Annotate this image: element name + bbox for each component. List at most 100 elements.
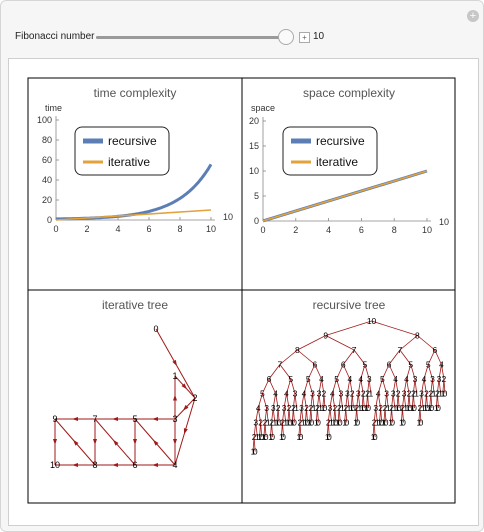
x-tick-label: 0: [53, 224, 58, 234]
tree-node-label: 0: [443, 389, 448, 399]
legend-label: iterative: [316, 155, 358, 169]
y-tick-label: 20: [249, 116, 259, 126]
tree-node-label: 4: [256, 403, 261, 413]
y-tick-label: 15: [249, 141, 259, 151]
edge-arrow: [173, 395, 177, 401]
tree-node-label: 3: [293, 389, 298, 399]
tree-node-label: 5: [426, 360, 431, 370]
tree-node-label: 7: [352, 345, 357, 355]
tree-node-label: 3: [338, 389, 343, 399]
tree-node-label: 0: [366, 403, 371, 413]
x-tick-label: 8: [177, 224, 182, 234]
tree-node-label: 8: [295, 345, 300, 355]
time-complexity-chart: time complexity time 10 0 2 4 6 8 100 20 40 60 80…: [37, 86, 233, 234]
edge-arrow: [184, 428, 188, 434]
y-axis-label: space: [251, 103, 275, 113]
tree-node-label: 0: [316, 418, 321, 428]
tree-node-label: 6: [341, 360, 346, 370]
legend-label: recursive: [108, 134, 157, 148]
x-tick-label: 2: [84, 224, 89, 234]
tree-node-label: 0: [299, 432, 304, 442]
x-tick-label: 4: [115, 224, 120, 234]
tree-node-label: 4: [376, 389, 381, 399]
slider-knob[interactable]: [278, 29, 294, 45]
tree-node-label: 6: [132, 460, 137, 470]
tree-node-label: 2: [322, 389, 327, 399]
tree-node-label: 7: [278, 360, 283, 370]
tree-node-label: 4: [404, 374, 409, 384]
y-tick-label: 100: [37, 115, 52, 125]
output-area: time complexity time 10 0 2 4 6 8 10 0 20 40 60 80…: [8, 58, 479, 526]
tree-node-label: 6: [267, 374, 272, 384]
tree-node-label: 3: [264, 403, 269, 413]
chart-title: time complexity: [94, 86, 177, 100]
tree-node-label: 5: [334, 374, 339, 384]
x-tick-label: 6: [146, 224, 151, 234]
tree-node-label: 0: [436, 403, 441, 413]
edge-arrow: [172, 360, 177, 366]
tree-node-label: 4: [422, 374, 427, 384]
tree-node-label: 0: [292, 418, 297, 428]
series-iterative: [56, 210, 211, 220]
fibonacci-number-label: Fibonacci number: [15, 31, 94, 42]
slider-expand-icon[interactable]: +: [299, 32, 310, 43]
y-axis-label: time: [45, 103, 62, 113]
y-tick-label: 40: [42, 175, 52, 185]
tree-node-label: 2: [350, 389, 355, 399]
y-tick-label: 5: [254, 191, 259, 201]
edge-arrow: [173, 439, 177, 445]
edge-arrow: [152, 463, 158, 467]
y-tick-label: 20: [42, 195, 52, 205]
series-iterative: [263, 171, 427, 221]
tree-node-label: 4: [347, 374, 352, 384]
tree-node-label: 4: [319, 374, 324, 384]
tree-node-label: 3: [310, 389, 315, 399]
tree-node-label: 1: [368, 389, 373, 399]
tree-node-label: 6: [432, 345, 437, 355]
tree-node-label: 3: [430, 374, 435, 384]
recursive-tree-graph: recursive tree 1098765432101210321014321…: [251, 298, 448, 457]
tree-node-label: 4: [439, 360, 444, 370]
tree-edge: [297, 336, 325, 351]
tree-node-label: 4: [273, 389, 278, 399]
y-tick-label: 0: [47, 215, 52, 225]
edge-arrow: [112, 463, 118, 467]
tree-node-label: 9: [52, 414, 57, 424]
tree-node-label: 0: [373, 432, 378, 442]
tree-node-label: 0: [390, 418, 395, 428]
legend-label: recursive: [316, 134, 365, 148]
tree-node-label: 10: [367, 316, 377, 326]
tree-node-label: 0: [355, 418, 360, 428]
tree-node-label: 3: [413, 374, 418, 384]
graph-title: iterative tree: [102, 298, 168, 312]
y-tick-label: 0: [254, 216, 259, 226]
tree-node-label: 5: [380, 374, 385, 384]
tree-node-label: 5: [288, 374, 293, 384]
y-tick-label: 60: [42, 155, 52, 165]
tree-node-label: 3: [384, 389, 389, 399]
x-axis-label: 10: [439, 217, 449, 227]
edge-arrow: [53, 439, 57, 445]
add-bookmark-icon[interactable]: +: [467, 10, 479, 22]
tree-node-label: 2: [276, 403, 281, 413]
x-tick-label: 8: [392, 225, 397, 235]
tree-node-label: 0: [344, 418, 349, 428]
x-tick-label: 6: [359, 225, 364, 235]
edge-arrow: [112, 417, 118, 421]
tree-node-label: 4: [172, 460, 177, 470]
x-tick-label: 0: [260, 225, 265, 235]
edge-arrow: [72, 463, 78, 467]
tree-node-label: 4: [358, 374, 363, 384]
tree-node-label: 4: [330, 389, 335, 399]
x-axis-label: 10: [223, 212, 233, 222]
y-tick-label: 80: [42, 135, 52, 145]
graphics-grid: time complexity time 10 0 2 4 6 8 10020406080…: [9, 59, 478, 525]
tree-node-label: 7: [92, 414, 97, 424]
tree-node-label: 0: [281, 432, 286, 442]
y-tick-label: 10: [249, 166, 259, 176]
tree-node-label: 4: [302, 389, 307, 399]
tree-node-label: 1: [172, 371, 177, 381]
tree-node-label: 3: [367, 374, 372, 384]
fibonacci-number-slider[interactable]: [96, 36, 286, 39]
tree-node-label: 5: [408, 360, 413, 370]
